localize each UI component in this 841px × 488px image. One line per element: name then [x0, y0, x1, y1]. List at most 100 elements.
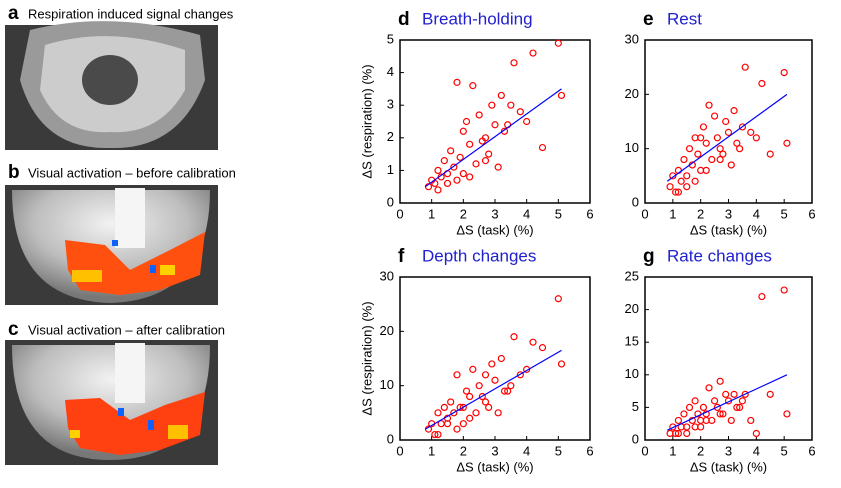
point: [752, 429, 760, 438]
point: [516, 108, 524, 116]
y-tick-label: 1: [387, 162, 394, 177]
panel-letter: e: [643, 9, 654, 30]
point: [680, 155, 688, 164]
point: [481, 398, 490, 406]
x-tick-label: 2: [460, 443, 467, 458]
panel-letter: c: [8, 319, 19, 340]
point: [674, 416, 683, 425]
fit-line: [666, 93, 788, 182]
fit-line: [667, 374, 788, 431]
point: [683, 183, 691, 191]
point: [733, 139, 741, 147]
point: [459, 127, 467, 135]
point: [672, 188, 680, 196]
y-tick-label: 15: [625, 334, 639, 349]
x-tick-label: 4: [753, 206, 760, 221]
plot-frame: [644, 276, 813, 441]
point: [783, 410, 791, 418]
point: [691, 397, 699, 405]
point: [466, 414, 474, 422]
point: [736, 403, 744, 411]
x-axis-label: ΔS (task) (%): [456, 222, 533, 237]
x-tick-label: 2: [697, 206, 704, 221]
x-tick-label: 3: [491, 206, 498, 221]
point: [481, 371, 490, 379]
x-tick-label: 6: [586, 206, 593, 221]
x-tick-label: 6: [808, 206, 815, 221]
point: [702, 166, 710, 174]
x-tick-label: 5: [781, 443, 788, 458]
point: [466, 173, 474, 181]
y-tick-label: 10: [380, 377, 394, 392]
point: [697, 416, 705, 425]
point: [434, 166, 442, 174]
point: [456, 153, 464, 161]
point: [450, 409, 458, 417]
x-tick-label: 0: [641, 443, 648, 458]
point: [747, 416, 755, 425]
panel-letter: b: [8, 162, 20, 183]
point: [488, 360, 496, 368]
point: [557, 91, 566, 100]
point: [510, 333, 518, 341]
y-axis-label: ΔS (respiration) (%): [359, 301, 374, 415]
x-axis-label: ΔS (task) (%): [690, 459, 767, 474]
point: [469, 82, 477, 90]
point: [440, 157, 448, 165]
point: [481, 157, 490, 165]
activation: [148, 420, 154, 430]
point: [494, 409, 502, 417]
point: [462, 387, 471, 395]
x-tick-label: 4: [523, 206, 530, 221]
point: [453, 371, 461, 379]
point: [459, 170, 467, 178]
point: [443, 420, 452, 428]
point: [691, 423, 699, 431]
point: [529, 338, 537, 346]
point: [716, 145, 724, 153]
point: [453, 78, 461, 86]
point: [478, 392, 486, 401]
point: [705, 384, 713, 392]
point: [497, 354, 505, 363]
point: [672, 429, 680, 438]
panel-letter: g: [643, 246, 655, 267]
activation: [150, 265, 156, 273]
point: [557, 360, 566, 368]
point: [554, 39, 562, 47]
point: [453, 176, 461, 184]
activation: [160, 265, 175, 275]
point: [699, 123, 708, 131]
point: [733, 403, 741, 411]
x-tick-label: 2: [697, 443, 704, 458]
x-axis-label: ΔS (task) (%): [456, 459, 533, 474]
brain-shape: [115, 188, 145, 248]
x-tick-label: 2: [460, 206, 467, 221]
point: [434, 186, 442, 194]
point: [783, 139, 791, 147]
point: [459, 420, 467, 428]
point: [494, 163, 502, 171]
y-axis-label: ΔS (respiration) (%): [359, 64, 374, 178]
point: [459, 403, 467, 411]
point: [716, 410, 724, 418]
point: [699, 403, 708, 411]
point: [447, 398, 455, 406]
x-tick-label: 6: [586, 443, 593, 458]
point: [497, 91, 505, 100]
point: [736, 145, 744, 153]
point: [708, 155, 716, 164]
point: [674, 188, 683, 196]
point: [485, 150, 493, 158]
activation: [70, 430, 80, 438]
point: [738, 397, 747, 405]
point: [719, 150, 727, 158]
point: [680, 410, 688, 418]
point: [685, 403, 694, 411]
point: [440, 403, 448, 411]
panel-caption: Visual activation – after calibration: [28, 322, 225, 337]
activation: [168, 425, 188, 439]
panel-caption: Visual activation – before calibration: [28, 165, 236, 180]
point: [730, 107, 738, 115]
point: [713, 403, 721, 411]
